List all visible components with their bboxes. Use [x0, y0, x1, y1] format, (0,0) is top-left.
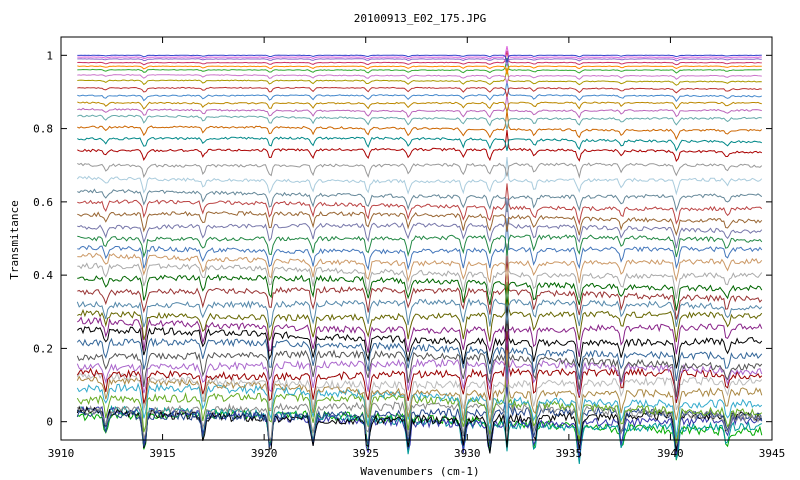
series-line [77, 252, 763, 284]
series-line [76, 382, 763, 438]
series-line [77, 114, 762, 130]
series-line [77, 280, 763, 343]
series-line [77, 54, 762, 64]
series-line [77, 74, 762, 85]
y-tick-label: 0 [46, 416, 53, 429]
x-tick-label: 3925 [352, 447, 379, 460]
y-tick-label: 0.6 [33, 196, 53, 209]
series-line [77, 50, 762, 66]
plot-frame [60, 36, 773, 441]
series-line [77, 198, 763, 249]
series-line [77, 162, 763, 179]
series-line [77, 234, 763, 259]
y-tick-label: 0.2 [33, 342, 53, 355]
x-tick-label: 3935 [556, 447, 583, 460]
series-line [76, 364, 763, 448]
y-axis-label: Transmitance [8, 200, 21, 279]
series-line [76, 337, 763, 382]
series-line [77, 94, 762, 119]
series-line [77, 57, 762, 74]
series-line [76, 358, 763, 400]
series-line [77, 136, 763, 152]
y-tick-label: 0.4 [33, 269, 53, 282]
x-tick-label: 3930 [454, 447, 481, 460]
x-tick-label: 3920 [251, 447, 278, 460]
chart-title: 20100913_E02_175.JPG [354, 12, 486, 25]
x-tick-label: 3910 [48, 447, 75, 460]
series-line [76, 371, 763, 415]
series-line [77, 183, 763, 226]
series-line [76, 297, 763, 329]
series-line [77, 101, 762, 113]
series-line [77, 243, 763, 299]
series-line [77, 65, 762, 76]
series-line [77, 67, 762, 86]
series-line [77, 316, 763, 357]
x-tick-label: 3945 [759, 447, 786, 460]
series-line [76, 156, 763, 196]
series-line [77, 45, 762, 60]
series-line [76, 380, 763, 459]
series-line [77, 129, 763, 163]
series-line [77, 110, 763, 141]
series-line [76, 331, 763, 404]
series-line [76, 360, 763, 444]
y-tick-label: 1 [46, 49, 53, 62]
series-line [77, 218, 763, 271]
series-line [77, 188, 763, 213]
series-line [77, 255, 763, 320]
series-line [77, 80, 763, 103]
series-line [77, 274, 763, 311]
series-line [77, 86, 762, 97]
x-tick-label: 3940 [657, 447, 684, 460]
series-line [77, 58, 762, 68]
series-line [76, 313, 763, 398]
x-tick-label: 3915 [149, 447, 176, 460]
ticks-layer: 3910 3915 3920 3925 3930 3935 3940 3945 0 0.2 0.4 0… [33, 37, 785, 460]
series-line [76, 400, 763, 446]
series-line [76, 302, 763, 369]
series-line [77, 210, 763, 237]
series-line [76, 347, 763, 425]
x-axis-label: Wavenumbers (cm-1) [360, 465, 479, 478]
y-tick-label: 0.8 [33, 123, 53, 136]
series-layer [76, 45, 763, 464]
